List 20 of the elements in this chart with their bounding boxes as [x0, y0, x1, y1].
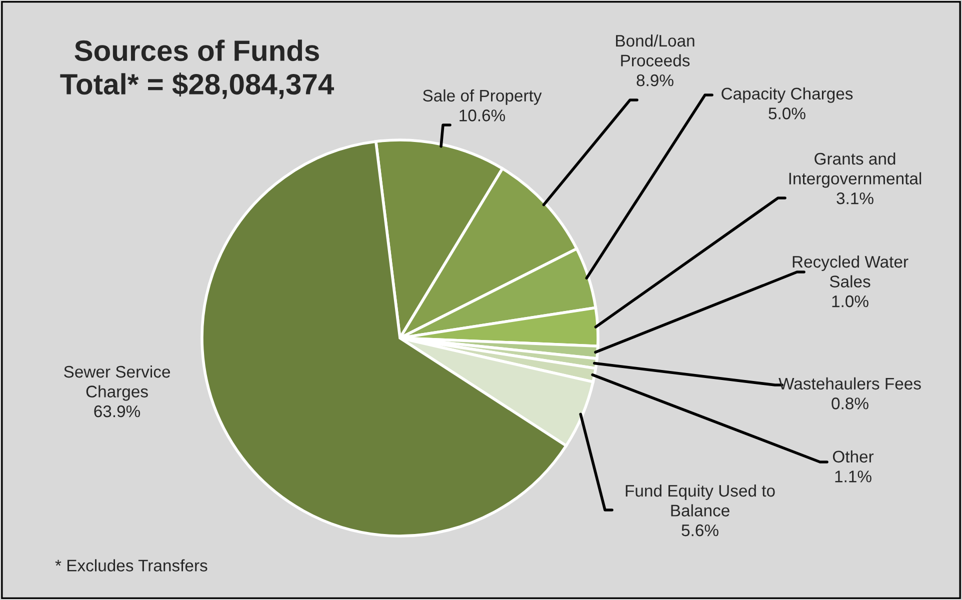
data-label: 0.8% [832, 398, 868, 410]
data-label: 8.9% [636, 74, 674, 86]
slice-label: Wastehaulers Fees [778, 377, 921, 390]
data-label: 1.0% [832, 295, 868, 308]
slice-label: Capacity Charges [722, 87, 853, 103]
slice-label: Grants and Intergovernmental [789, 152, 922, 188]
slice-label: Recycled Water Sales [792, 255, 908, 288]
text: * Excludes Transfers [55, 559, 208, 572]
slice-label: Other [832, 450, 874, 463]
text: Sources of Funds Total* = $28,084,374 [60, 40, 334, 99]
data-label: 3.1% [836, 192, 874, 204]
slice-label: Sale of Property [423, 89, 542, 105]
data-label: 5.0% [768, 108, 806, 120]
slice-label: Fund Equity Used to Balance [626, 484, 775, 516]
data-label: 10.6% [460, 110, 506, 122]
data-label: 5.6% [682, 524, 718, 536]
data-label: 63.9% [94, 405, 140, 418]
slice-label: Sewer Service Charges [64, 365, 170, 401]
slice-label: Bond/Loan Proceeds [616, 34, 694, 66]
data-label: 1.1% [835, 470, 872, 482]
